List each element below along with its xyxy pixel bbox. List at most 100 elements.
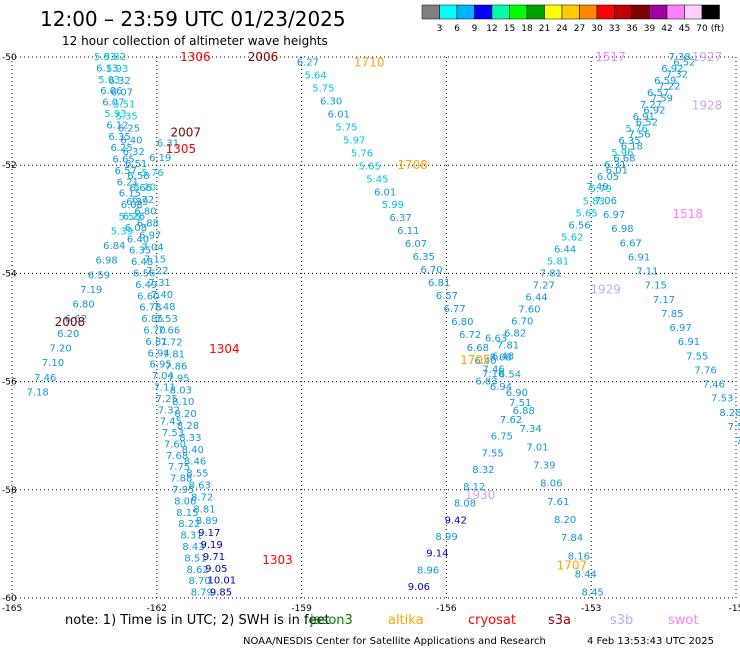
wave-height-value: 6.92 [661, 64, 683, 75]
scale-label: 30 [591, 24, 603, 34]
scale-swatch [561, 4, 580, 20]
scale-swatch [631, 4, 650, 20]
wave-height-value: 6.88 [513, 406, 535, 417]
wave-height-value: 5.83 [583, 196, 605, 207]
wave-height-value: 6.31 [604, 160, 626, 171]
wave-height-value: 7.04 [141, 242, 163, 253]
wave-height-value: 7.81 [163, 350, 185, 361]
wave-height-value: 8.55 [186, 469, 208, 480]
x-tick-label: -15 [729, 604, 740, 614]
y-tick-label: -56 [2, 378, 17, 388]
wave-height-value: 6.70 [143, 325, 165, 336]
wave-height-value: 6.80 [451, 317, 473, 328]
wave-height-value: 5.35 [116, 112, 138, 123]
wave-height-value: 6.01 [374, 187, 396, 198]
pass-label: 1306 [180, 50, 211, 64]
wave-height-value: 6.98 [95, 256, 117, 267]
wave-height-value: 7.51 [509, 398, 531, 409]
x-tick-label: -165 [2, 604, 22, 614]
y-tick-label: -58 [2, 486, 17, 496]
wave-height-value: 9.06 [408, 582, 430, 593]
wave-height-value: 6.77 [444, 304, 466, 315]
wave-height-value: 8.20 [554, 515, 576, 526]
wave-height-value: 7.75 [168, 462, 190, 473]
wave-height-value: 5.39 [111, 226, 133, 237]
pass-label: 2007 [170, 126, 201, 140]
wave-height-value: 6.18 [621, 142, 643, 153]
wave-height-value: 6.60 [137, 291, 159, 302]
wave-height-value: 7.19 [80, 285, 102, 296]
wave-height-value: 5.99 [382, 200, 404, 211]
wave-height-value: 6.98 [611, 224, 633, 235]
wave-height-value: 7.66 [158, 326, 180, 337]
y-tick-label: -60 [2, 594, 17, 604]
wave-height-value: 9.42 [445, 515, 467, 526]
wave-height-value: 5.76 [351, 148, 373, 159]
wave-height-value: 6.31 [157, 139, 179, 150]
wave-height-value: 7.60 [164, 439, 186, 450]
grid [11, 56, 737, 599]
track-1518: 7.49 7.06 6.97 6.98 6.67 6.91 7.11 7.15 7.17 7.85… [586, 182, 740, 447]
wave-height-value: 7.22 [146, 266, 168, 277]
wave-height-scale: 3 6 9 12 15 18 21 24 27 30 33 36 39 42 45 70 (ft) [421, 4, 724, 34]
wave-height-value: 6.56 [568, 220, 590, 231]
wave-height-value: 7.32 [158, 405, 180, 416]
wave-height-value: 6.66 [130, 183, 152, 194]
wave-height-value: 5.62 [561, 232, 583, 243]
wave-height-value: 7.61 [547, 497, 569, 508]
wave-height-value: 5.64 [304, 70, 326, 81]
wave-height-value: 6.94 [490, 382, 512, 393]
wave-height-value: 6.13 [96, 63, 118, 74]
wave-height-value: 6.25 [110, 143, 132, 154]
wave-height-value: 5.93 [106, 64, 128, 75]
wave-height-value: 8.15 [176, 508, 198, 519]
wave-height-value: 6.52 [673, 57, 695, 68]
wave-height-value: 7.46 [34, 373, 56, 384]
scale-label: 42 [661, 24, 672, 34]
wave-height-value: 7.15 [645, 281, 667, 292]
wave-height-value: 7.27 [640, 100, 662, 111]
wave-height-value: 8.40 [182, 445, 204, 456]
satellite-legend-entry: s3b [610, 613, 633, 628]
chart-title: 12:00 – 23:59 UTC 01/23/2025 [40, 7, 346, 31]
pass-label: 1518 [672, 207, 703, 221]
wave-height-value: 7.55 [482, 448, 504, 459]
track-1306: 5.936.135.936.066.075.936.126.356.256.65… [94, 50, 213, 599]
wave-height-value: 6.20 [57, 329, 79, 340]
x-tick-label: -153 [581, 604, 601, 614]
wave-height-value: 7.11 [154, 382, 176, 393]
wave-height-value: 7.32 [666, 69, 688, 80]
pass-label: 1705 [460, 353, 491, 367]
wave-height-value: 6.75 [491, 432, 513, 443]
scale-swatch [421, 4, 440, 20]
track-2008: 6.31 6.19 5.76 5.20 6.39 5.55 5.39 6.84 6.98 6.59… [26, 139, 179, 399]
wave-height-value: 6.88 [137, 219, 159, 230]
wave-height-value: 8.32 [472, 465, 494, 476]
scale-swatch [614, 4, 633, 20]
wave-height-value: 6.25 [118, 123, 140, 134]
wave-height-value: 8.28 [177, 421, 199, 432]
y-tick-label: -52 [2, 161, 17, 171]
wave-height-value: 7.85 [661, 309, 683, 320]
wave-height-value: 6.78 [139, 303, 161, 314]
wave-height-value: 7.27 [533, 280, 555, 291]
wave-height-value: 6.90 [506, 388, 528, 399]
wave-height-value: 5.81 [547, 256, 569, 267]
wave-height-value: 6.67 [620, 238, 642, 249]
scale-swatch [666, 4, 685, 20]
scale-swatch [701, 4, 720, 20]
wave-height-value: 8.81 [193, 504, 215, 515]
wave-height-value: 8.72 [191, 492, 213, 503]
track-1705: 6.63 6.48 6.54 6.90 6.88 7.34 7.01 7.39 8.06 7.61… [460, 333, 604, 598]
y-tick-label: -50 [2, 53, 17, 63]
wave-height-value: 8.28 [719, 408, 740, 419]
wave-height-value: 7.81 [497, 341, 519, 352]
track-1710: 6.27 5.64 5.75 6.30 6.01 5.75 5.97 5.76 5.65 5.45… [297, 55, 512, 393]
scale-label: 18 [521, 24, 533, 34]
wave-height-value: 6.97 [669, 323, 691, 334]
scale-swatch [596, 4, 615, 20]
wave-height-value: 5.20 [134, 182, 156, 193]
scale-label: 21 [539, 24, 550, 34]
wave-height-value: 7.11 [636, 267, 658, 278]
x-tick-label: -156 [436, 604, 457, 614]
